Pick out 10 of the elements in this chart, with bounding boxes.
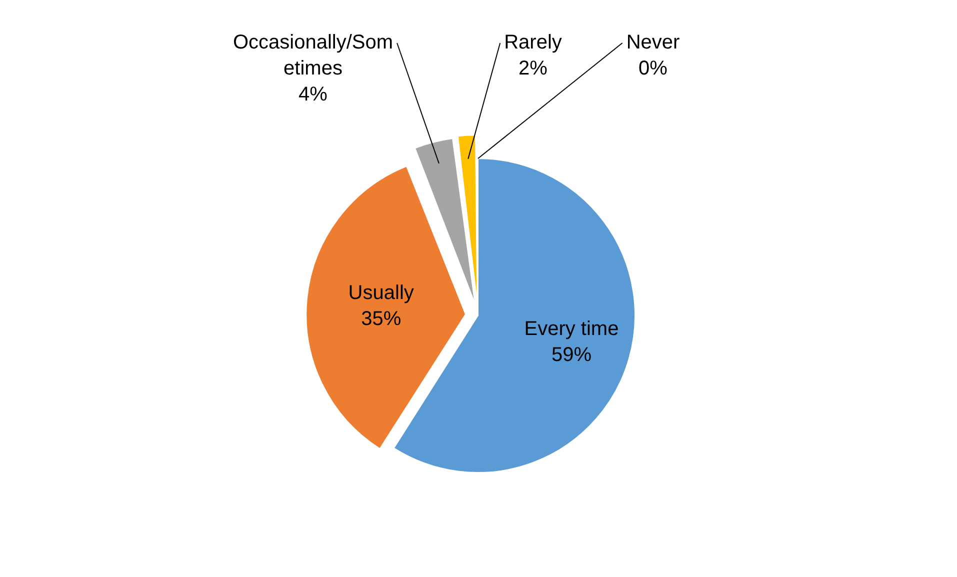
category-label: Never <box>626 32 680 54</box>
data-label: 59% <box>551 344 592 366</box>
data-label: 4% <box>298 84 328 106</box>
text: 0% <box>638 58 668 80</box>
slice-label: Rarely <box>504 32 562 54</box>
data-label: 35% <box>361 308 402 330</box>
data-label: 2% <box>518 58 548 80</box>
slice-label: Usually <box>348 282 414 304</box>
slice-label: Occasionally/Sometimes <box>232 32 394 80</box>
slice-label: Every time <box>524 318 619 340</box>
